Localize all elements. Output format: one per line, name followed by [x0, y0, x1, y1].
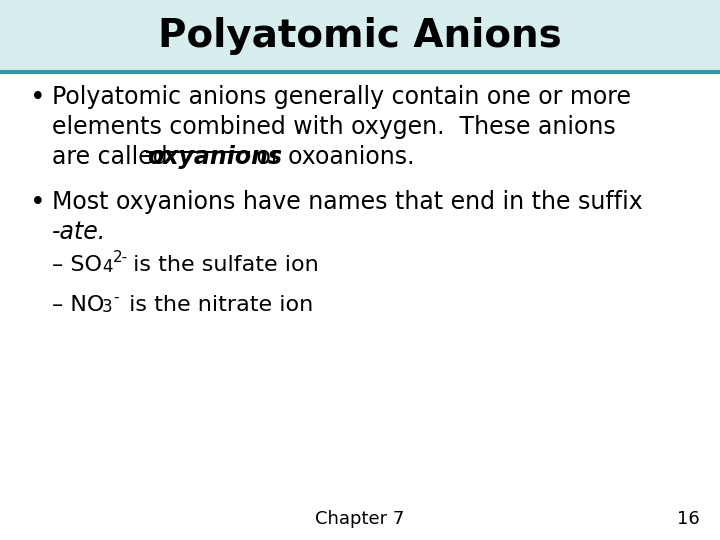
- Text: -ate.: -ate.: [52, 220, 107, 244]
- Text: •: •: [30, 190, 45, 216]
- FancyBboxPatch shape: [0, 0, 720, 72]
- Text: – NO: – NO: [52, 295, 104, 315]
- Text: – SO: – SO: [52, 255, 102, 275]
- Text: Polyatomic anions generally contain one or more: Polyatomic anions generally contain one …: [52, 85, 631, 109]
- Text: 16: 16: [678, 510, 700, 528]
- Text: is the nitrate ion: is the nitrate ion: [122, 295, 313, 315]
- Text: 4: 4: [102, 258, 112, 276]
- Text: are called: are called: [52, 145, 175, 169]
- Text: •: •: [30, 85, 45, 111]
- Text: Polyatomic Anions: Polyatomic Anions: [158, 17, 562, 55]
- Text: Most oxyanions have names that end in the suffix: Most oxyanions have names that end in th…: [52, 190, 643, 214]
- Text: -: -: [113, 290, 119, 305]
- Text: 2-: 2-: [113, 250, 128, 265]
- Text: is the sulfate ion: is the sulfate ion: [126, 255, 319, 275]
- Text: Chapter 7: Chapter 7: [315, 510, 405, 528]
- Text: oxyanions: oxyanions: [147, 145, 282, 169]
- Text: or oxoanions.: or oxoanions.: [249, 145, 415, 169]
- Text: elements combined with oxygen.  These anions: elements combined with oxygen. These ani…: [52, 115, 616, 139]
- Text: 3: 3: [102, 298, 112, 316]
